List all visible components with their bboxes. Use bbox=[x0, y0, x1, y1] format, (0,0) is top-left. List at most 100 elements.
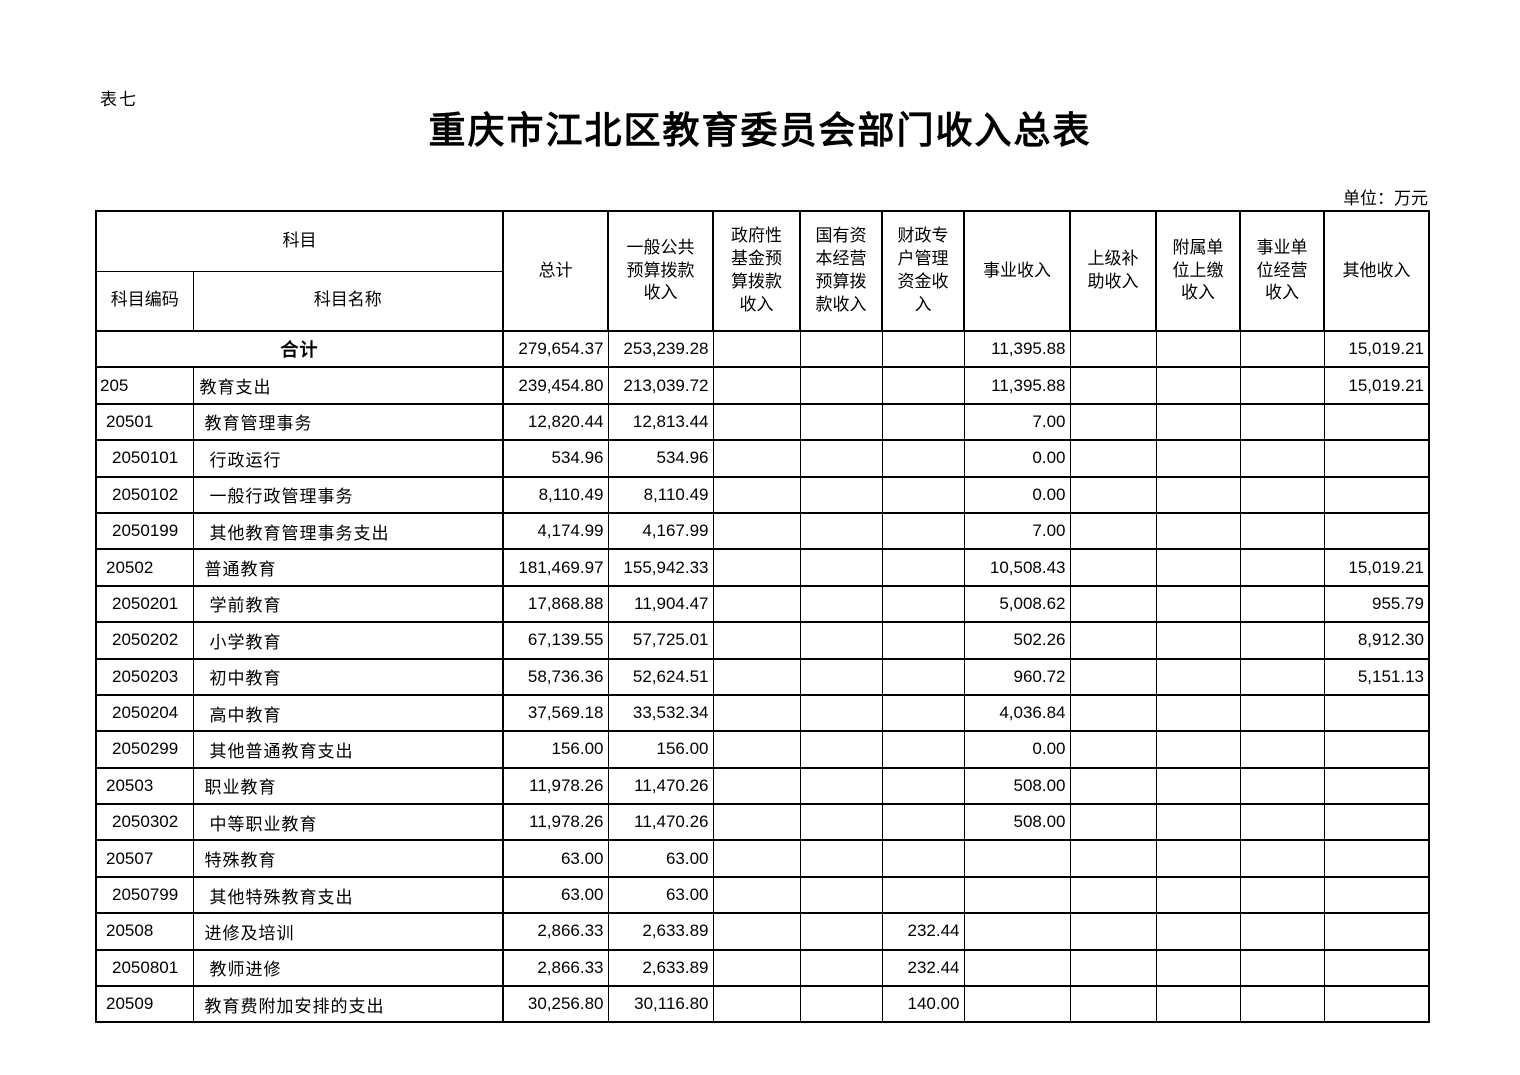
cell-value bbox=[1323, 439, 1430, 478]
cell-subject-name: 进修及培训 bbox=[192, 912, 504, 951]
cell-subject-code: 205 bbox=[95, 366, 194, 405]
cell-value bbox=[712, 839, 801, 878]
cell-value bbox=[881, 402, 965, 442]
cell-value bbox=[712, 948, 801, 988]
cell-value bbox=[712, 875, 801, 915]
cell-value: 508.00 bbox=[963, 766, 1071, 806]
cell-value bbox=[799, 402, 883, 442]
cell-value bbox=[1239, 730, 1325, 769]
cell-value bbox=[799, 621, 883, 660]
cell-subject-name: 职业教育 bbox=[192, 766, 504, 806]
cell-subject-name: 初中教育 bbox=[192, 657, 504, 696]
cell-value bbox=[1069, 985, 1157, 1024]
cell-subject-code: 20503 bbox=[95, 766, 194, 806]
data-row: 20508 进修及培训 2,866.33 2,633.89 232.44 bbox=[95, 912, 1430, 951]
cell-value: 232.44 bbox=[881, 912, 965, 951]
cell-value: 232.44 bbox=[881, 948, 965, 988]
cell-value: 213,039.72 bbox=[607, 366, 714, 405]
cell-value bbox=[799, 985, 883, 1024]
table-body: 合计 279,654.37 253,239.28 11,395.88 15,019.21… bbox=[95, 329, 1430, 1024]
cell-value bbox=[881, 766, 965, 806]
cell-value: 12,813.44 bbox=[607, 402, 714, 442]
cell-value: 508.00 bbox=[963, 803, 1071, 842]
cell-value: 63.00 bbox=[607, 875, 714, 915]
cell-value bbox=[712, 766, 801, 806]
cell-value: 155,942.33 bbox=[607, 548, 714, 587]
cell-value bbox=[799, 693, 883, 733]
cell-value bbox=[881, 730, 965, 769]
cell-value: 2,866.33 bbox=[502, 948, 609, 988]
data-row: 20502 普通教育 181,469.97 155,942.33 10,508.43 15… bbox=[95, 548, 1430, 587]
cell-value: 2,633.89 bbox=[607, 912, 714, 951]
cell-value bbox=[881, 839, 965, 878]
cell-value bbox=[712, 548, 801, 587]
cell-value: 17,868.88 bbox=[502, 584, 609, 624]
cell-subject-name: 其他教育管理事务支出 bbox=[192, 511, 504, 551]
cell-subject-name: 一般行政管理事务 bbox=[192, 475, 504, 514]
data-row: 20503 职业教育 11,978.26 11,470.26 508.00 bbox=[95, 766, 1430, 806]
cell-value: 156.00 bbox=[502, 730, 609, 769]
cell-subject-code: 20509 bbox=[95, 985, 194, 1024]
header-row-bottom: 科目编码 科目名称 bbox=[95, 270, 1429, 332]
cell-subject-name: 教育支出 bbox=[192, 366, 504, 405]
cell-value bbox=[1323, 402, 1430, 442]
cell-value: 534.96 bbox=[607, 439, 714, 478]
cell-value bbox=[1155, 948, 1241, 988]
cell-value bbox=[1239, 329, 1325, 369]
cell-value bbox=[1239, 803, 1325, 842]
header-row-top: 科目 总计 一般公共预算拨款收入 政府性基金预算拨款收入 国有资本经营预算拨款收入 财政… bbox=[95, 210, 1430, 332]
cell-subject-name: 其他特殊教育支出 bbox=[192, 875, 504, 915]
cell-value bbox=[712, 912, 801, 951]
cell-value: 4,167.99 bbox=[607, 511, 714, 551]
cell-value bbox=[963, 985, 1071, 1024]
cell-value bbox=[1239, 766, 1325, 806]
cell-value bbox=[1239, 402, 1325, 442]
cell-value bbox=[881, 475, 965, 514]
data-row: 2050199 其他教育管理事务支出 4,174.99 4,167.99 7.00 bbox=[95, 511, 1430, 551]
cell-subject-code: 2050202 bbox=[95, 621, 194, 660]
cell-subject-name: 小学教育 bbox=[192, 621, 504, 660]
cell-value: 2,633.89 bbox=[607, 948, 714, 988]
cell-value bbox=[1323, 766, 1430, 806]
cell-value: 30,256.80 bbox=[502, 985, 609, 1024]
cell-subject-name: 学前教育 bbox=[192, 584, 504, 624]
cell-value bbox=[1239, 693, 1325, 733]
cell-value bbox=[1323, 803, 1430, 842]
cell-value: 11,470.26 bbox=[607, 766, 714, 806]
cell-value bbox=[1323, 730, 1430, 769]
data-row: 2050203 初中教育 58,736.36 52,624.51 960.72 5,151… bbox=[95, 657, 1430, 696]
cell-value bbox=[1239, 621, 1325, 660]
cell-value bbox=[1239, 475, 1325, 514]
cell-value bbox=[1323, 875, 1430, 915]
cell-value bbox=[881, 803, 965, 842]
header-col-9: 事业单位经营收入 bbox=[1239, 210, 1325, 332]
header-col-2: 一般公共预算拨款收入 bbox=[607, 210, 714, 332]
cell-value: 33,532.34 bbox=[607, 693, 714, 733]
data-row: 20509 教育费附加安排的支出 30,256.80 30,116.80 140.00 bbox=[95, 985, 1430, 1024]
cell-value: 140.00 bbox=[881, 985, 965, 1024]
cell-value bbox=[712, 475, 801, 514]
cell-value bbox=[881, 875, 965, 915]
cell-value bbox=[799, 839, 883, 878]
cell-value bbox=[799, 730, 883, 769]
cell-value bbox=[1155, 439, 1241, 478]
cell-value: 57,725.01 bbox=[607, 621, 714, 660]
total-row-label: 合计 bbox=[95, 329, 504, 369]
cell-value bbox=[1069, 511, 1157, 551]
cell-value bbox=[1239, 912, 1325, 951]
cell-value bbox=[1155, 329, 1241, 369]
data-row: 2050801 教师进修 2,866.33 2,633.89 232.44 bbox=[95, 948, 1430, 988]
cell-subject-code: 2050302 bbox=[95, 803, 194, 842]
data-row: 2050101 行政运行 534.96 534.96 0.00 bbox=[95, 439, 1430, 478]
header-subject-name: 科目名称 bbox=[192, 270, 504, 332]
cell-subject-code: 2050102 bbox=[95, 475, 194, 514]
cell-value bbox=[712, 985, 801, 1024]
cell-value bbox=[1155, 912, 1241, 951]
cell-value bbox=[1069, 803, 1157, 842]
cell-value bbox=[712, 366, 801, 405]
cell-value: 2,866.33 bbox=[502, 912, 609, 951]
cell-value bbox=[1069, 657, 1157, 696]
cell-value bbox=[799, 584, 883, 624]
cell-value bbox=[1323, 839, 1430, 878]
cell-value bbox=[1155, 766, 1241, 806]
